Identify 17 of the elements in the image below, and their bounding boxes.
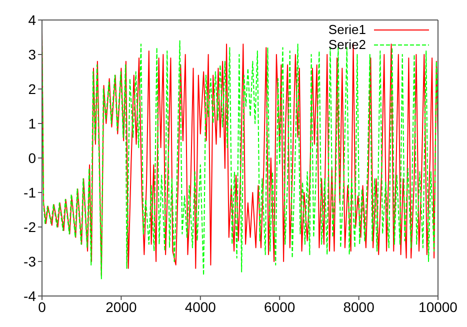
legend-label: Serie1 [328, 22, 366, 37]
y-tick-label: 2 [28, 80, 36, 97]
x-tick-label: 8000 [343, 298, 375, 315]
legend-label: Serie2 [328, 37, 366, 52]
y-tick-label: 0 [28, 150, 36, 166]
x-tick-label: 4000 [184, 298, 216, 315]
y-tick-label: -4 [24, 288, 36, 304]
y-tick-label: 3 [28, 46, 36, 62]
y-tick-label: -3 [24, 253, 36, 270]
y-tick-label: -2 [24, 218, 36, 235]
y-tick-label: 1 [28, 115, 36, 132]
x-tick-label: 10000 [418, 298, 458, 315]
y-tick-label: 4 [28, 12, 36, 28]
y-tick-label: -1 [24, 184, 36, 200]
x-tick-label: 0 [38, 298, 46, 315]
x-tick-label: 6000 [264, 298, 296, 315]
x-tick-label: 2000 [106, 298, 137, 315]
